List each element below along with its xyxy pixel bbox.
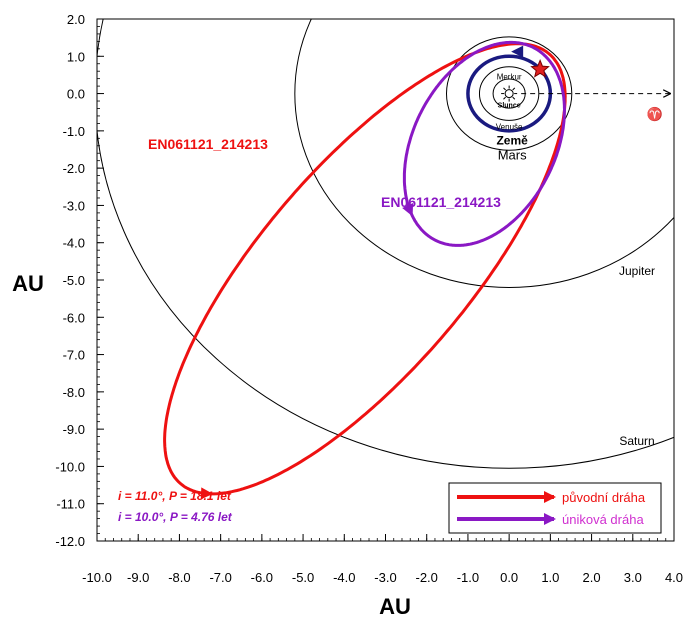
y-tick-label: 1.0 [67, 49, 85, 64]
y-tick-label: -6.0 [63, 310, 85, 325]
y-tick-label: 0.0 [67, 87, 85, 102]
axis-ticks [96, 18, 675, 542]
y-tick-label: -10.0 [55, 459, 85, 474]
comet-orbits [163, 40, 567, 500]
orbit-info-escape: i = 10.0°, P = 4.76 let [118, 510, 233, 524]
x-tick-label: -8.0 [168, 570, 190, 585]
x-tick-label: -1.0 [457, 570, 479, 585]
vernal-equinox-symbol: ♈ [647, 107, 663, 122]
orbit-info-original: i = 11.0°, P = 18.1 let [118, 489, 232, 503]
x-tick-label: -4.0 [333, 570, 355, 585]
legend: původní dráha úniková dráha [448, 482, 662, 534]
y-tick-label: -9.0 [63, 422, 85, 437]
planet-label-mars: Mars [498, 148, 527, 163]
y-tick-label: -3.0 [63, 198, 85, 213]
series-label-original: EN061121_214213 [148, 136, 268, 152]
legend-label-original: původní dráha [562, 490, 646, 505]
series-label-escape: EN061121_214213 [381, 194, 501, 210]
x-tick-label: -9.0 [127, 570, 149, 585]
x-tick-label: -5.0 [292, 570, 314, 585]
y-tick-label: 2.0 [67, 12, 85, 27]
orbit-venuše [478, 66, 540, 121]
y-tick-label: -4.0 [63, 236, 85, 251]
x-tick-label: -7.0 [209, 570, 231, 585]
y-tick-label: -8.0 [63, 385, 85, 400]
y-tick-labels: 2.0 1.0 0.0 -1.0 -2.0 -3.0 -4.0 -5.0 -6.0 -7.0 -8.… [55, 12, 85, 549]
sun-ray [512, 96, 516, 100]
planet-label-merkur: Merkur [497, 73, 522, 82]
legend-arrowhead-escape [544, 513, 556, 525]
x-tick-labels: -10.0 -9.0 -8.0 -7.0 -6.0 -5.0 -4.0 -3.0 -2.0 -1.… [82, 570, 683, 585]
x-tick-label: -6.0 [251, 570, 273, 585]
y-tick-label: -12.0 [55, 534, 85, 549]
x-tick-label: 2.0 [583, 570, 601, 585]
legend-label-escape: úniková dráha [562, 512, 644, 527]
legend-arrowhead-original [544, 491, 556, 503]
orbit-saturn [97, 19, 674, 469]
sun-ray [512, 87, 516, 91]
sun-ray [503, 96, 506, 100]
orbit-arrow-escape [402, 203, 414, 217]
x-tick-label: 3.0 [624, 570, 642, 585]
y-tick-label: -2.0 [63, 161, 85, 176]
legend-box [448, 482, 662, 534]
y-tick-label: -5.0 [63, 273, 85, 288]
x-axis-title: AU [379, 594, 411, 619]
sun-ray [503, 87, 506, 91]
y-tick-label: -7.0 [63, 348, 85, 363]
y-axis-title: AU [12, 271, 44, 296]
x-tick-label: -3.0 [374, 570, 396, 585]
y-tick-label: -11.0 [56, 497, 85, 512]
planet-label-venuše: Venuše [496, 123, 523, 132]
x-tick-label: 0.0 [500, 570, 518, 585]
x-tick-label: -10.0 [82, 570, 112, 585]
earth-direction-arrow [511, 45, 524, 58]
y-tick-label: -1.0 [63, 124, 85, 139]
planet-label-země: Země [496, 134, 528, 148]
sun-label: Slunce [498, 103, 521, 110]
orbit-jupiter [294, 19, 674, 288]
sun-icon: Slunce [498, 85, 521, 110]
x-tick-label: 4.0 [665, 570, 683, 585]
x-tick-label: 1.0 [541, 570, 559, 585]
sun-disc [504, 89, 514, 99]
orbit-original [163, 42, 567, 496]
x-tick-label: -2.0 [416, 570, 438, 585]
planet-label-saturn: Saturn [619, 434, 654, 448]
orbit-escape [402, 40, 566, 247]
planet-label-jupiter: Jupiter [619, 264, 655, 278]
event-star-icon [530, 58, 550, 78]
plot-frame [96, 18, 675, 542]
orbit-arrow-original [200, 487, 213, 500]
orbit-mars [445, 36, 573, 151]
